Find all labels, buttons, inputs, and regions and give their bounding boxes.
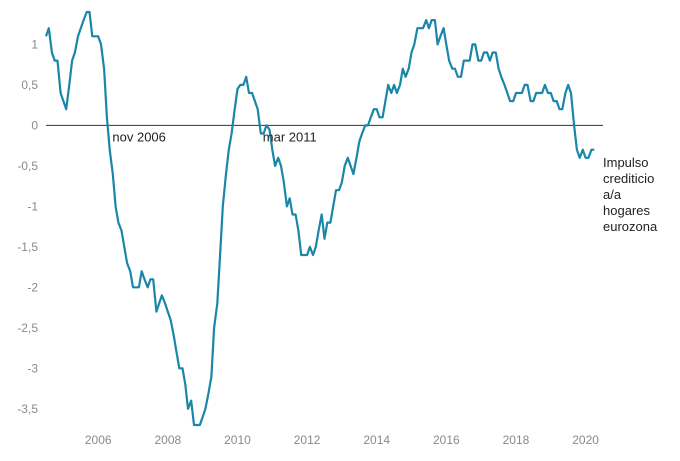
y-tick-label: -3 [27,361,38,375]
y-tick-label: 0 [31,118,38,132]
y-tick-label: -2 [27,280,38,294]
legend-label-line: Impulso [603,155,649,170]
x-tick-label: 2008 [154,433,181,447]
y-tick-label: -3,5 [17,402,38,416]
y-tick-label: 1 [31,37,38,51]
x-tick-label: 2010 [224,433,251,447]
y-tick-label: -1,5 [17,240,38,254]
legend-label-line: crediticio [603,171,654,186]
x-tick-label: 2020 [572,433,599,447]
annotation-label: mar 2011 [263,129,317,144]
x-tick-label: 2006 [85,433,112,447]
annotation-label: nov 2006 [112,129,166,144]
x-tick-label: 2012 [294,433,321,447]
x-tick-label: 2016 [433,433,460,447]
x-tick-label: 2014 [363,433,390,447]
y-tick-label: -0,5 [17,159,38,173]
legend-label-line: hogares [603,203,650,218]
y-tick-label: -1 [27,199,38,213]
legend-label-line: a/a [603,187,622,202]
series-line [44,10,595,427]
y-tick-label: 0,5 [21,78,38,92]
annotations: nov 2006 mar 2011 [112,129,316,144]
y-axis: 1 0,5 0 -0,5 -1 -1,5 -2 -2,5 -3 -3,5 [17,37,38,415]
y-tick-label: -2,5 [17,321,38,335]
legend-label-line: eurozona [603,219,658,234]
x-tick-label: 2018 [503,433,530,447]
x-axis: 2006 2008 2010 2012 2014 2016 2018 2020 [85,433,599,447]
